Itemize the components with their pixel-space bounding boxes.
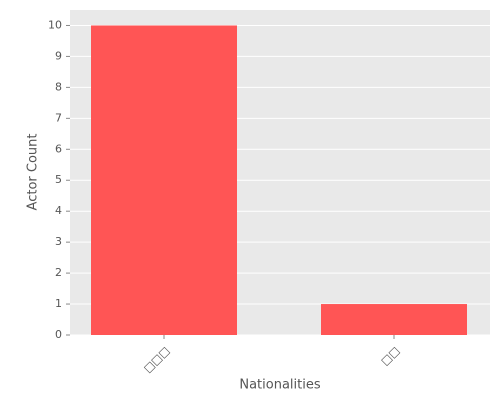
x-tick-label: □□ [378, 344, 402, 368]
y-tick-label: 1 [55, 297, 62, 310]
y-tick-label: 8 [55, 80, 62, 93]
bar [91, 25, 237, 335]
y-tick-label: 9 [55, 49, 62, 62]
bar [321, 304, 467, 335]
y-tick-label: 3 [55, 235, 62, 248]
y-tick-label: 4 [55, 204, 62, 217]
y-tick-label: 7 [55, 111, 62, 124]
y-tick-label: 6 [55, 142, 62, 155]
x-axis-label: Nationalities [239, 378, 320, 393]
y-tick-label: 0 [55, 328, 62, 341]
y-axis-label: Actor Count [26, 134, 41, 211]
x-tick-label: □□□ [141, 344, 172, 375]
y-tick-label: 2 [55, 266, 62, 279]
y-tick-label: 10 [48, 18, 62, 31]
y-tick-label: 5 [55, 173, 62, 186]
